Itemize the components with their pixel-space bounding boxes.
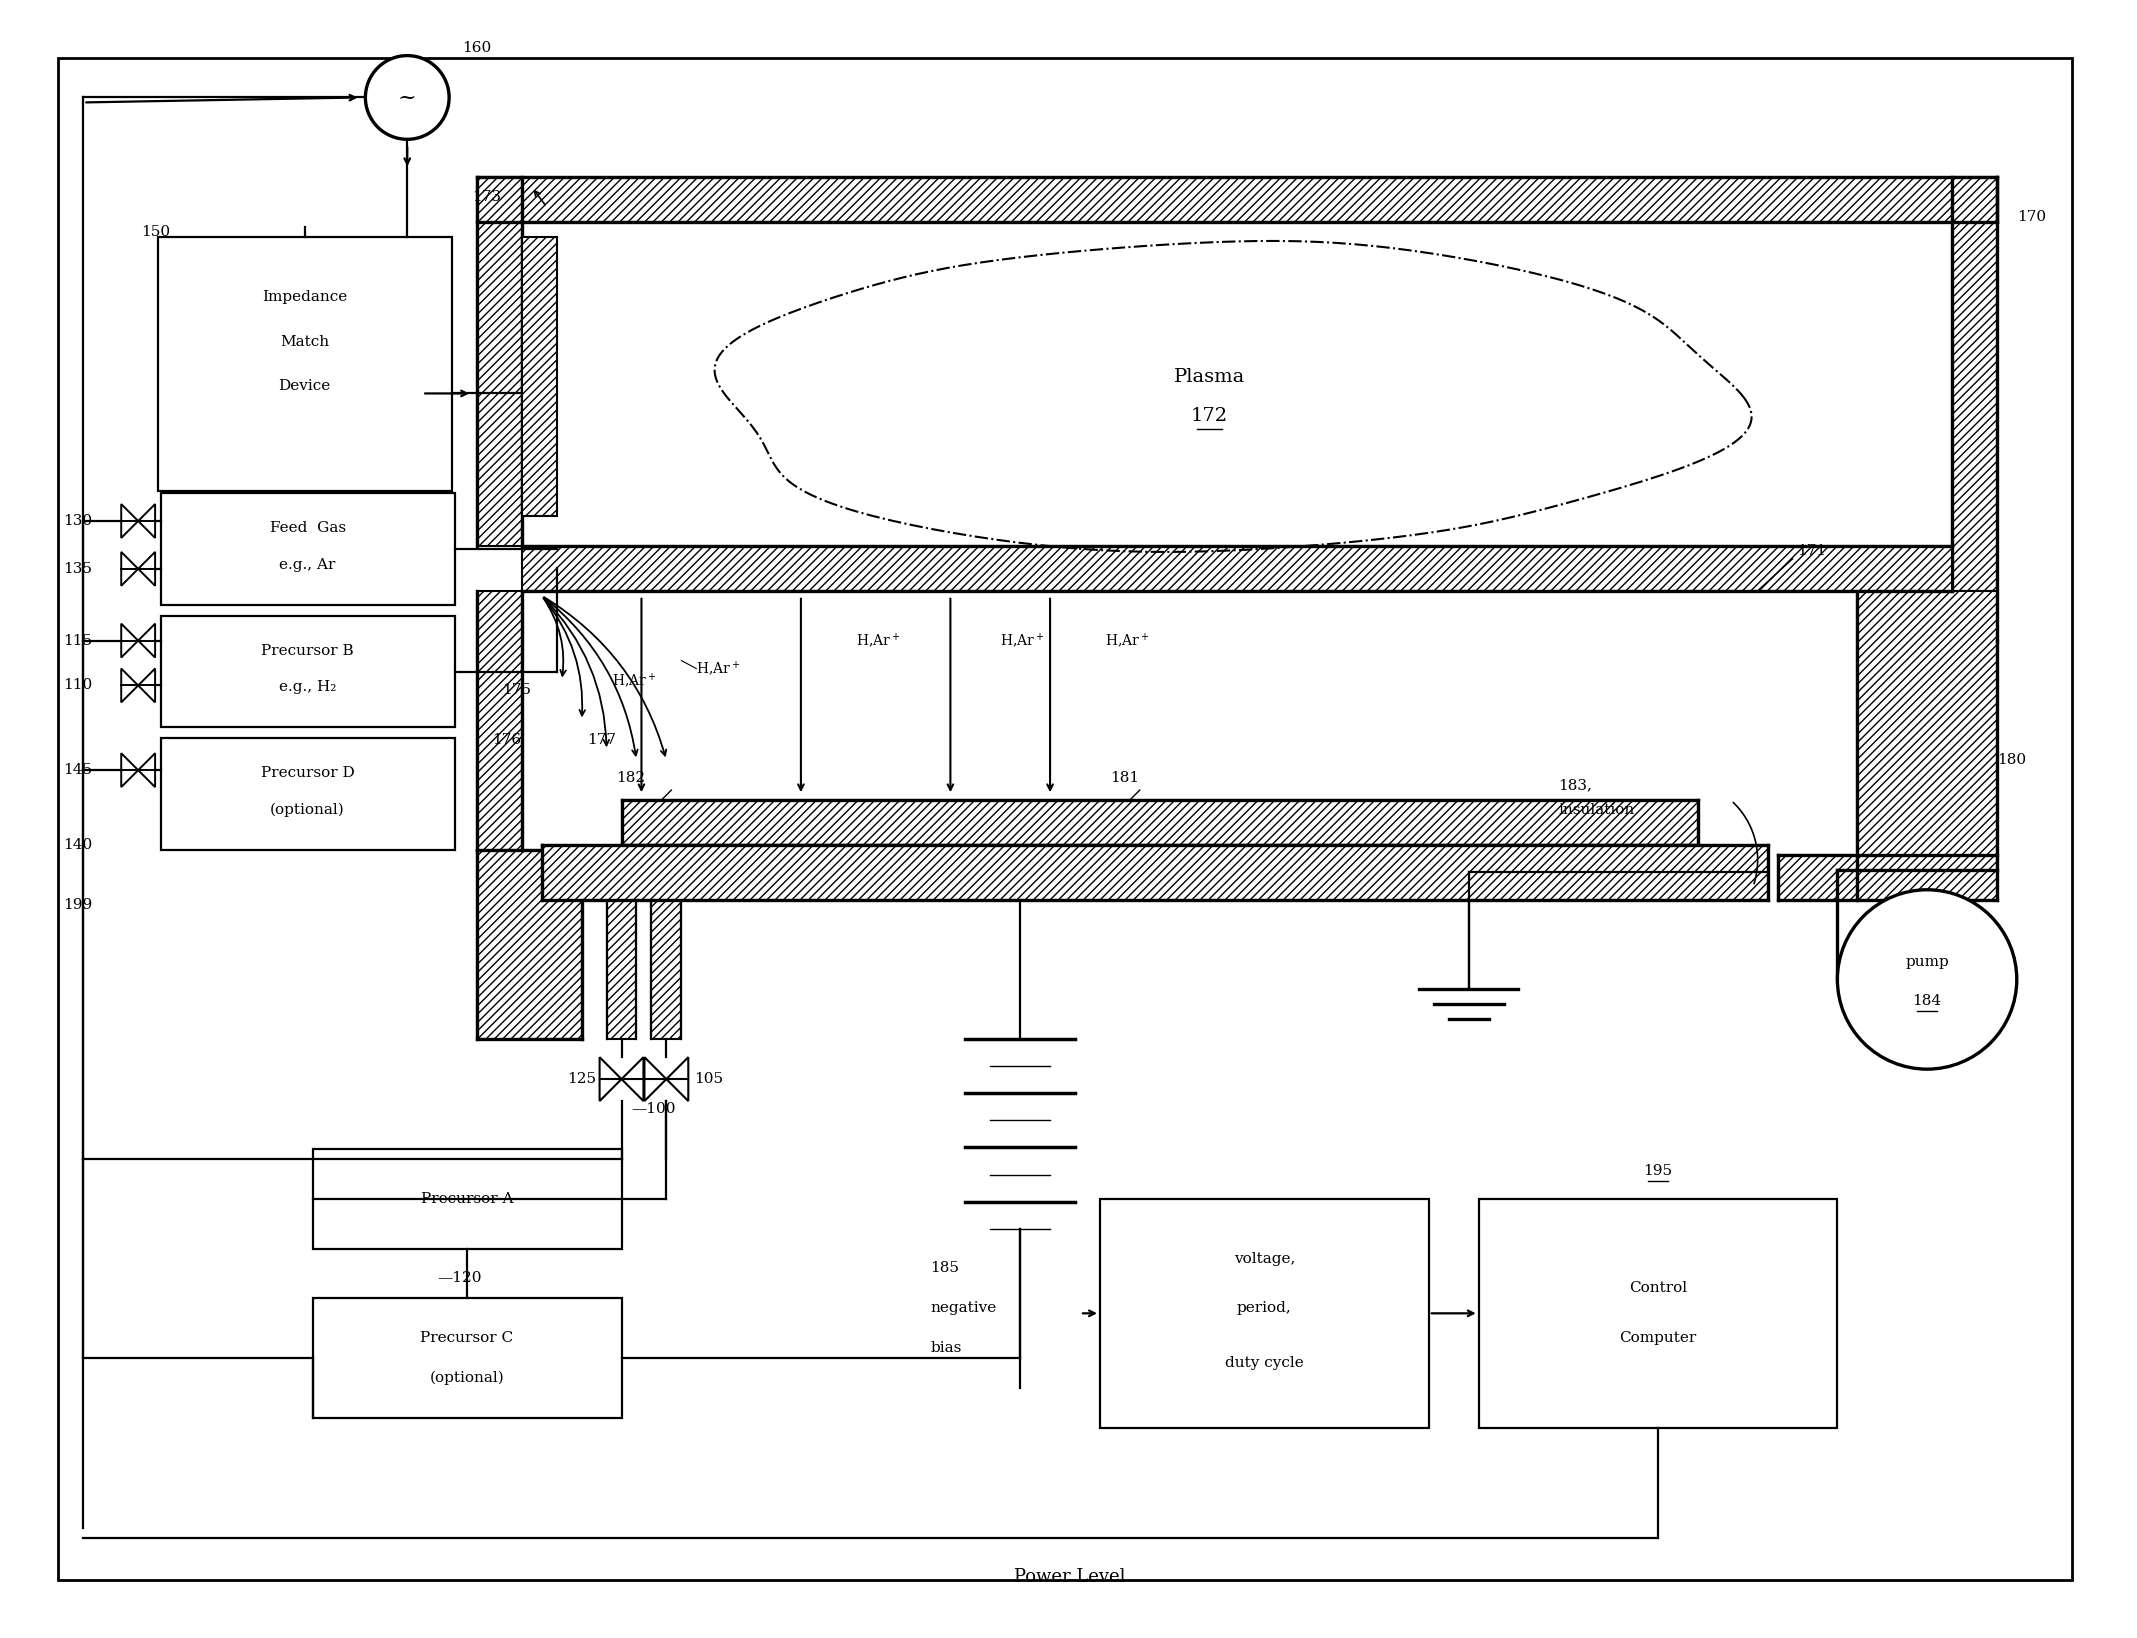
Bar	[312, 1299, 622, 1419]
Text: 171: 171	[1797, 544, 1827, 559]
Text: Precursor C: Precursor C	[421, 1332, 513, 1345]
Text: 176: 176	[492, 734, 521, 747]
Bar	[1857, 591, 1996, 899]
Text: insulation: insulation	[1558, 803, 1635, 817]
Text: 199: 199	[64, 898, 92, 912]
Text: period,: period,	[1237, 1301, 1291, 1315]
Bar	[160, 493, 455, 604]
Text: 140: 140	[64, 839, 92, 852]
Text: Power Level: Power Level	[1015, 1569, 1126, 1587]
Text: 195: 195	[1643, 1165, 1673, 1178]
Bar	[521, 238, 558, 516]
Text: 175: 175	[502, 683, 530, 698]
Bar	[1101, 1199, 1430, 1428]
Text: negative: negative	[930, 1301, 996, 1315]
Text: 185: 185	[930, 1261, 960, 1276]
Bar	[1479, 1199, 1838, 1428]
Text: H,Ar$^+$: H,Ar$^+$	[611, 672, 656, 690]
Text: H,Ar$^+$: H,Ar$^+$	[855, 631, 900, 650]
Text: H,Ar$^+$: H,Ar$^+$	[1105, 631, 1150, 650]
Text: —120: —120	[438, 1271, 481, 1286]
Text: 130: 130	[64, 514, 92, 527]
Text: 160: 160	[462, 41, 492, 54]
Text: 172: 172	[1190, 408, 1229, 426]
Text: 125: 125	[566, 1073, 596, 1086]
Bar	[1951, 177, 1996, 591]
Text: Computer: Computer	[1620, 1332, 1697, 1345]
Text: Match: Match	[280, 334, 329, 349]
Bar	[477, 850, 581, 1038]
Text: 182: 182	[618, 771, 645, 785]
Text: 181: 181	[1109, 771, 1139, 785]
Bar	[1778, 855, 1857, 899]
Bar	[607, 860, 637, 1038]
Bar	[622, 799, 1699, 845]
Text: 110: 110	[64, 678, 92, 693]
Bar	[160, 616, 455, 727]
Text: Precursor B: Precursor B	[261, 644, 355, 657]
Text: 170: 170	[2017, 210, 2045, 224]
Text: 150: 150	[141, 224, 171, 239]
Text: 177: 177	[588, 734, 615, 747]
Text: 135: 135	[64, 562, 92, 577]
Text: Device: Device	[278, 380, 331, 393]
Text: (optional): (optional)	[430, 1371, 504, 1386]
Bar	[521, 545, 1951, 591]
Text: 184: 184	[1913, 994, 1943, 1009]
Bar	[158, 238, 453, 491]
Bar	[652, 860, 682, 1038]
Text: e.g., Ar: e.g., Ar	[280, 559, 336, 572]
Text: (optional): (optional)	[269, 803, 344, 817]
Text: Precursor A: Precursor A	[421, 1192, 513, 1206]
Text: 173: 173	[472, 190, 500, 205]
Text: 105: 105	[695, 1073, 724, 1086]
Text: Plasma: Plasma	[1173, 367, 1246, 385]
Text: duty cycle: duty cycle	[1225, 1356, 1304, 1369]
Bar	[477, 177, 521, 545]
Text: H,Ar$^+$: H,Ar$^+$	[697, 658, 742, 678]
Text: —100: —100	[633, 1102, 675, 1115]
Bar	[160, 739, 455, 850]
Text: Impedance: Impedance	[263, 290, 346, 303]
Text: ~: ~	[397, 87, 417, 108]
Text: H,Ar$^+$: H,Ar$^+$	[1000, 631, 1045, 650]
Text: e.g., H₂: e.g., H₂	[280, 680, 336, 695]
Circle shape	[1838, 889, 2017, 1070]
Text: bias: bias	[930, 1342, 962, 1355]
Text: 145: 145	[64, 763, 92, 776]
Text: voltage,: voltage,	[1233, 1251, 1295, 1266]
Text: Feed  Gas: Feed Gas	[269, 521, 346, 536]
Bar	[312, 1148, 622, 1248]
Text: 180: 180	[1996, 753, 2026, 767]
Text: Control: Control	[1628, 1281, 1686, 1296]
Text: Precursor D: Precursor D	[261, 767, 355, 780]
Text: 183,: 183,	[1558, 778, 1592, 793]
Bar	[477, 177, 1996, 223]
Text: 115: 115	[64, 634, 92, 647]
Text: pump: pump	[1906, 955, 1949, 968]
Circle shape	[365, 56, 449, 139]
Bar	[543, 845, 1767, 899]
Bar	[477, 591, 521, 850]
